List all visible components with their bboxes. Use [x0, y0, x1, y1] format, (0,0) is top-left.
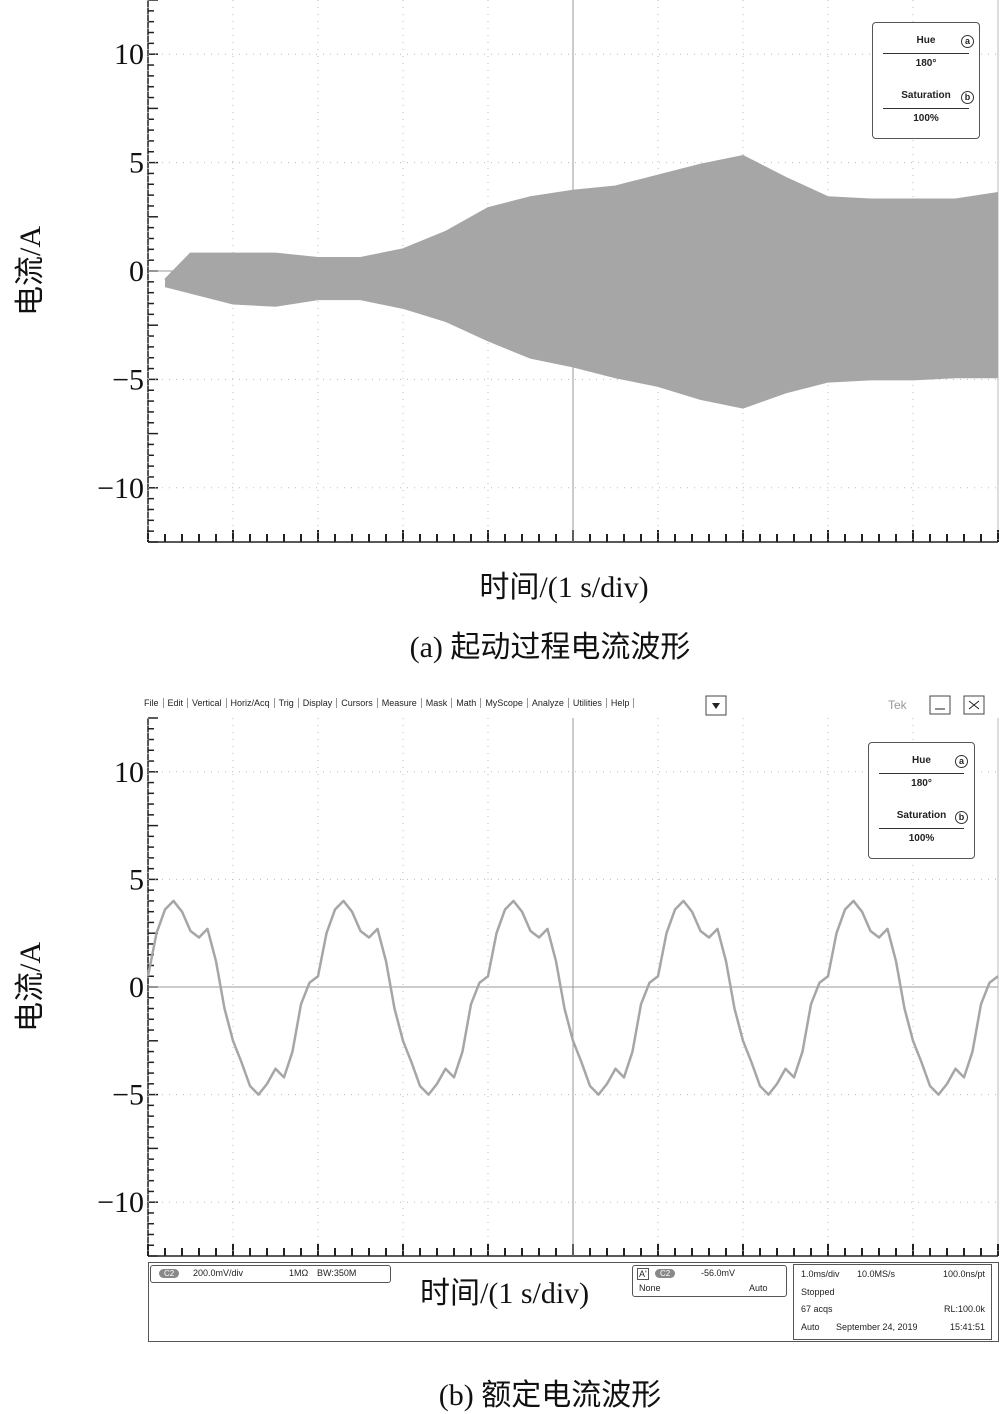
coupling: None: [639, 1283, 661, 1293]
y-tick-label: 0: [129, 971, 144, 1004]
hue-label: Hue: [916, 35, 936, 46]
trigger-box: A' C2 -56.0mV None Auto: [632, 1265, 787, 1297]
caption: (a) 起动过程电流波形: [409, 631, 691, 664]
y-tick-label: 5: [129, 863, 144, 896]
channel-box: C2 200.0mV/div 1MΩ BW:350M: [150, 1265, 391, 1283]
time: 15:41:51: [949, 1322, 985, 1332]
overlay-box: Hue a 180° Saturation b 100%: [872, 22, 980, 139]
date: September 24, 2019: [836, 1322, 918, 1332]
trigger-channel: C2: [655, 1269, 676, 1278]
hue-label: Hue: [912, 755, 931, 766]
y-tick-label: −5: [112, 363, 144, 396]
scale: 200.0mV/div: [193, 1268, 244, 1278]
close-icon: [968, 700, 980, 710]
menu-item[interactable]: Mask: [422, 698, 453, 708]
minimize-button[interactable]: [929, 695, 951, 715]
acquisition-box: 1.0ms/div 10.0MS/s 100.0ns/pt Stopped 67…: [793, 1264, 992, 1340]
y-tick-label: 0: [129, 255, 144, 288]
current-waveform: [146, 899, 999, 1096]
state: Stopped: [801, 1287, 835, 1297]
menu-dropdown[interactable]: [705, 695, 727, 716]
menu-item[interactable]: Trig: [275, 698, 299, 708]
y-tick-label: 10: [114, 756, 144, 789]
close-button[interactable]: [963, 695, 985, 715]
hue-key: a: [955, 755, 968, 768]
y-axis-label: 电流/A: [14, 226, 47, 316]
saturation-value: 100%: [879, 828, 964, 844]
y-tick-label: 10: [114, 38, 144, 71]
menu-item[interactable]: Edit: [164, 698, 189, 708]
bandwidth: BW:350M: [317, 1268, 357, 1278]
menu-item[interactable]: Horiz/Acq: [227, 698, 275, 708]
status-panel: [148, 1262, 999, 1342]
menu-bar: File Edit Vertical Horiz/Acq Trig Display Curs…: [140, 698, 635, 708]
x-axis-label: 时间/(1 s/div): [420, 1277, 590, 1310]
trigger-mode: A': [637, 1268, 649, 1280]
menu-item[interactable]: Utilities: [569, 698, 607, 708]
saturation-key: b: [955, 811, 968, 824]
record-length: RL:100.0k: [943, 1304, 985, 1314]
timebase: 1.0ms/div: [801, 1269, 840, 1279]
impedance: 1MΩ: [289, 1268, 309, 1278]
trigger-level: -56.0mV: [701, 1268, 736, 1278]
menu-item[interactable]: Help: [607, 698, 635, 708]
x-axis-label: 时间/(1 s/div): [479, 571, 649, 604]
overlay-box: Hue a 180° Saturation b 100%: [868, 742, 975, 859]
y-axis-label: 电流/A: [14, 942, 47, 1032]
menu-item[interactable]: File: [140, 698, 164, 708]
menu-item[interactable]: Cursors: [337, 698, 378, 708]
saturation-key: b: [961, 91, 974, 104]
menu-item[interactable]: Measure: [378, 698, 422, 708]
menu-item[interactable]: Display: [299, 698, 338, 708]
caption: (b) 额定电流波形: [438, 1379, 662, 1412]
hue-value: 180°: [883, 53, 969, 69]
acq-mode: Auto: [801, 1322, 820, 1332]
saturation-label: Saturation: [896, 810, 947, 821]
menu-item[interactable]: MyScope: [481, 698, 528, 708]
brand: Tek: [888, 698, 907, 712]
y-tick-label: 5: [129, 147, 144, 180]
y-tick-label: −10: [97, 472, 144, 505]
saturation-value: 100%: [883, 108, 969, 124]
acqs: 67 acqs: [801, 1304, 833, 1314]
menu-item[interactable]: Analyze: [528, 698, 569, 708]
current-envelope: [165, 156, 998, 408]
sample-rate: 10.0MS/s: [857, 1269, 896, 1279]
hue-value: 180°: [879, 773, 964, 789]
channel-pill: C2: [159, 1269, 180, 1278]
y-tick-label: −5: [112, 1079, 144, 1112]
envelope-lower: [164, 285, 998, 409]
envelope-upper: [164, 155, 999, 281]
saturation-label: Saturation: [901, 90, 951, 101]
y-tick-label: −10: [97, 1186, 144, 1219]
menu-item[interactable]: Math: [452, 698, 482, 708]
menu-item[interactable]: Vertical: [188, 698, 227, 708]
hue-key: a: [961, 35, 974, 48]
dropdown-arrow: [712, 703, 720, 709]
resolution: 100.0ns/pt: [942, 1269, 985, 1279]
trigger-auto: Auto: [749, 1283, 768, 1293]
